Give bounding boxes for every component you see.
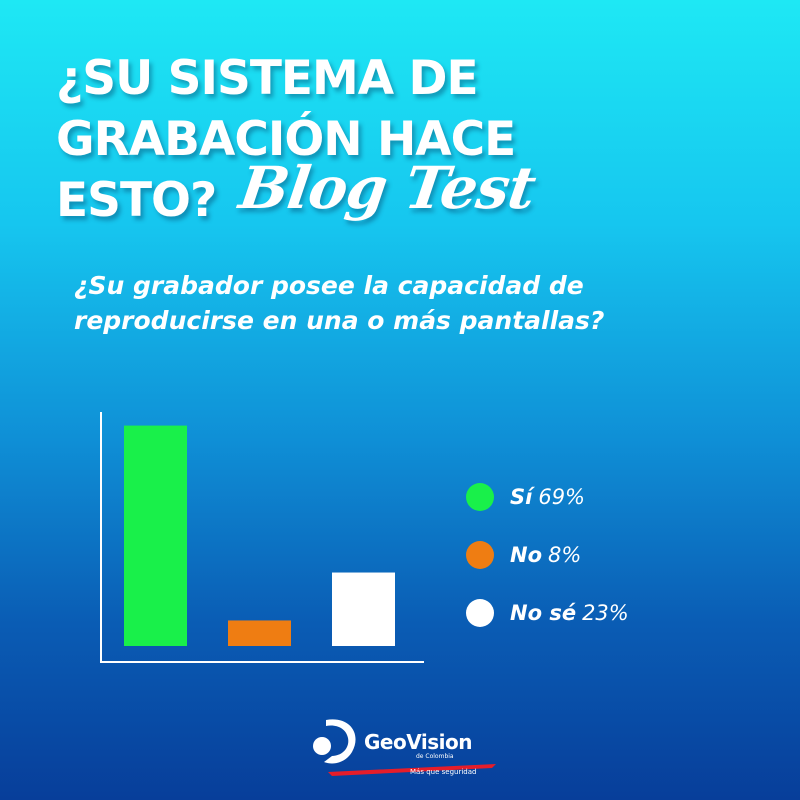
bar-no-se [332,572,395,646]
legend-label: No [510,543,543,567]
survey-question: ¿Su grabador posee la capacidad de repro… [74,268,714,338]
geovision-logo: GeoVision de Colombia Más que seguridad [306,712,502,784]
legend-item-no-se: No sé 23% [466,594,629,632]
logo-subtitle: de Colombia [416,753,454,760]
title-line-1: ¿SU SISTEMA DE [56,51,479,106]
bar-no [228,620,291,646]
legend-swatch [466,483,494,511]
logo-tagline: Más que seguridad [410,768,477,776]
geovision-emblem-icon [313,719,496,776]
page-title: ¿SU SISTEMA DE GRABACIÓN HACE ESTO? [56,48,616,231]
legend-value: 8% [548,543,582,567]
title-line-3: ESTO? [56,173,217,228]
chart-legend: Sí 69% No 8% No sé 23% [466,478,629,652]
chart-bars [124,425,395,646]
legend-value: 23% [582,601,629,625]
legend-swatch [466,599,494,627]
legend-value: 69% [538,485,586,509]
question-line-1: ¿Su grabador posee la capacidad de [74,271,584,300]
legend-swatch [466,541,494,569]
legend-label: Sí [510,485,533,509]
legend-item-si: Sí 69% [466,478,629,516]
logo-name: GeoVision [364,730,472,754]
title-line-2: GRABACIÓN HACE [56,112,516,167]
question-line-2: reproducirse en una o más pantallas? [74,306,605,335]
bar-si [124,425,187,646]
legend-item-no: No 8% [466,536,629,574]
legend-label: No sé [510,601,577,625]
